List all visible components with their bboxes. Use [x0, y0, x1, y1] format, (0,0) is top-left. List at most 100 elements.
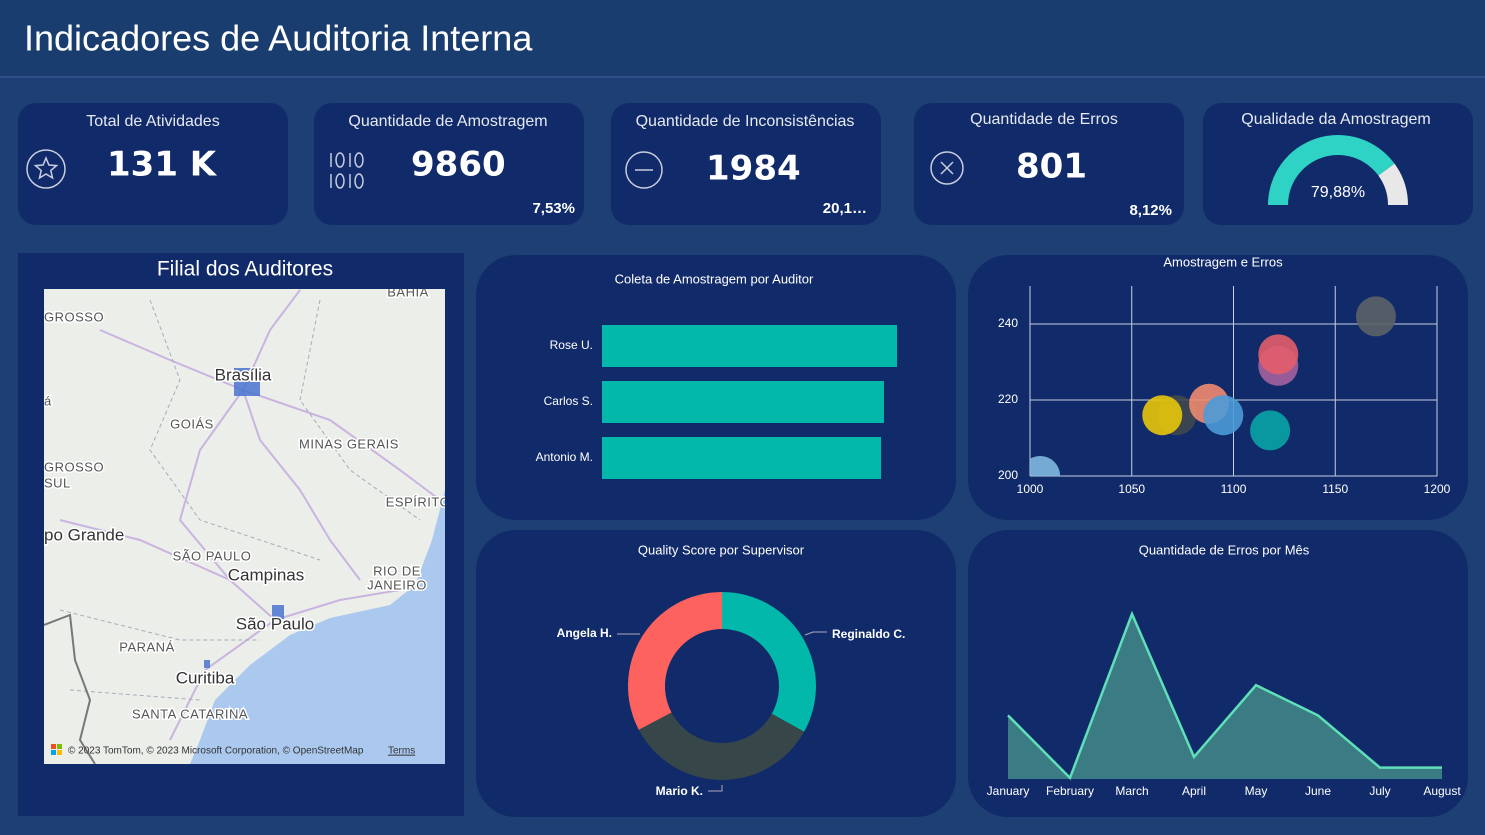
gauge-title: Qualidade da Amostragem	[1241, 111, 1430, 128]
bubble	[1030, 456, 1061, 476]
map-marker	[234, 368, 260, 396]
bubble	[1142, 395, 1183, 436]
map-label: Campinas	[228, 565, 305, 584]
map-label: Curitiba	[176, 668, 235, 687]
map-label: SANTA CATARINA	[132, 706, 248, 721]
header-bar	[0, 0, 1485, 76]
page-title: Indicadores de Auditoria Interna	[24, 18, 533, 59]
slice-label: Angela H.	[557, 626, 612, 640]
x-tick-label: January	[987, 784, 1030, 798]
x-tick-label: May	[1245, 784, 1268, 798]
map-country-border	[44, 613, 96, 764]
kpi-title: Quantidade de Erros	[970, 111, 1118, 128]
kpi-value: 1984	[706, 149, 801, 189]
x-tick-label: 1200	[1424, 482, 1451, 496]
plots: 79,88% Rose U. Carlos S. Antonio M. 1000 1050…	[536, 135, 1461, 798]
x-tick-label: June	[1305, 784, 1331, 798]
x-tick-label: 1100	[1221, 482, 1247, 496]
map-label: MINAS GERAIS	[299, 436, 399, 451]
x-tick-label: March	[1115, 784, 1148, 798]
kpi-cards	[18, 103, 1473, 225]
gauge-label: 79,88%	[1311, 184, 1365, 201]
bubbles	[1030, 296, 1396, 476]
kpi-card	[18, 103, 288, 225]
kpi-value: 801	[1016, 147, 1087, 187]
map-label: GOIÁS	[170, 416, 214, 431]
donut-slice	[722, 592, 816, 732]
icon-x-circle	[930, 151, 964, 185]
ms-logo	[51, 744, 62, 755]
kpi-sub: 7,53%	[532, 200, 575, 217]
map-label: Brasília	[215, 365, 272, 384]
icon-star-circle	[26, 149, 66, 189]
bubble	[1203, 395, 1244, 436]
chart-title: Quality Score por Supervisor	[638, 542, 805, 557]
map-marker	[272, 605, 284, 619]
map-marker	[204, 660, 210, 668]
map-label: RIO DE	[373, 563, 421, 578]
map-label: PARANÁ	[119, 639, 175, 654]
slice-label: Mario K.	[656, 784, 703, 798]
kpi-sub: 8,12%	[1129, 202, 1172, 219]
kpi-card	[914, 103, 1184, 225]
kpi-sub: 20,1…	[823, 200, 867, 217]
map-title: Filial dos Auditores	[157, 258, 333, 281]
kpi-value: 9860	[411, 145, 506, 185]
bar	[602, 437, 882, 479]
kpi-value: 131 K	[107, 145, 218, 185]
map-attribution: © 2023 TomTom, © 2023 Microsoft Corporat…	[68, 746, 364, 757]
map-label: GROSSO	[44, 309, 104, 324]
bubble	[1250, 410, 1291, 451]
icon-x	[940, 161, 954, 175]
icon-minus-circle	[625, 151, 663, 189]
x-tick-label: July	[1369, 784, 1390, 798]
icons	[26, 149, 964, 189]
kpi-card	[314, 103, 584, 225]
y-tick-label: 240	[998, 316, 1018, 330]
map-terms[interactable]: Terms	[388, 746, 415, 757]
y-tick-label: Carlos S.	[544, 394, 593, 408]
donut-slice	[628, 592, 722, 730]
map[interactable]: BAHIA GROSSO á Brasília GOIÁS MINAS GERAIS GRO…	[44, 284, 450, 764]
gauge-fill	[1268, 135, 1395, 205]
bar	[602, 381, 884, 423]
map-label: ESPÍRITO	[386, 494, 450, 509]
bar	[602, 325, 897, 367]
chart-title: Coleta de Amostragem por Auditor	[615, 271, 814, 286]
map-labels: BAHIA GROSSO á Brasília GOIÁS MINAS GERAIS GRO…	[44, 284, 450, 723]
bubble	[1258, 334, 1299, 375]
x-tick-label: 1050	[1118, 482, 1145, 496]
panel	[476, 530, 956, 817]
bubble	[1355, 296, 1396, 337]
leader-line	[804, 631, 827, 636]
kpi-title: Quantidade de Amostragem	[348, 113, 547, 130]
map-label: GROSSO	[44, 459, 104, 474]
x-tick-label: February	[1046, 784, 1094, 798]
map-borders	[59, 299, 421, 701]
map-label: SÃO PAULO	[173, 548, 252, 563]
x-tick-label: 1150	[1322, 482, 1348, 496]
x-tick-label: 1000	[1017, 482, 1044, 496]
map-ocean	[190, 490, 445, 764]
x-tick-label: August	[1423, 784, 1461, 798]
y-tick-label: 200	[998, 468, 1018, 482]
y-tick-label: Antonio M.	[536, 450, 593, 464]
area-line	[1007, 610, 1442, 781]
y-tick-label: 220	[998, 392, 1018, 406]
kpi-card	[611, 103, 881, 225]
slice-label: Reginaldo C.	[832, 627, 905, 641]
kpi-title: Total de Atividades	[86, 113, 219, 130]
map-roads	[59, 289, 441, 741]
map-label: BAHIA	[387, 284, 429, 299]
x-tick-label: April	[1182, 784, 1206, 798]
chart-title: Amostragem e Erros	[1163, 254, 1283, 269]
leader-line	[708, 785, 723, 792]
map-label: á	[44, 393, 52, 408]
icon-star	[33, 156, 59, 180]
map-label: São Paulo	[236, 614, 314, 633]
donut-slice	[638, 712, 805, 780]
map-label: po Grande	[44, 525, 124, 544]
icon-binary	[330, 152, 364, 189]
map-label: JANEIRO	[367, 577, 427, 592]
